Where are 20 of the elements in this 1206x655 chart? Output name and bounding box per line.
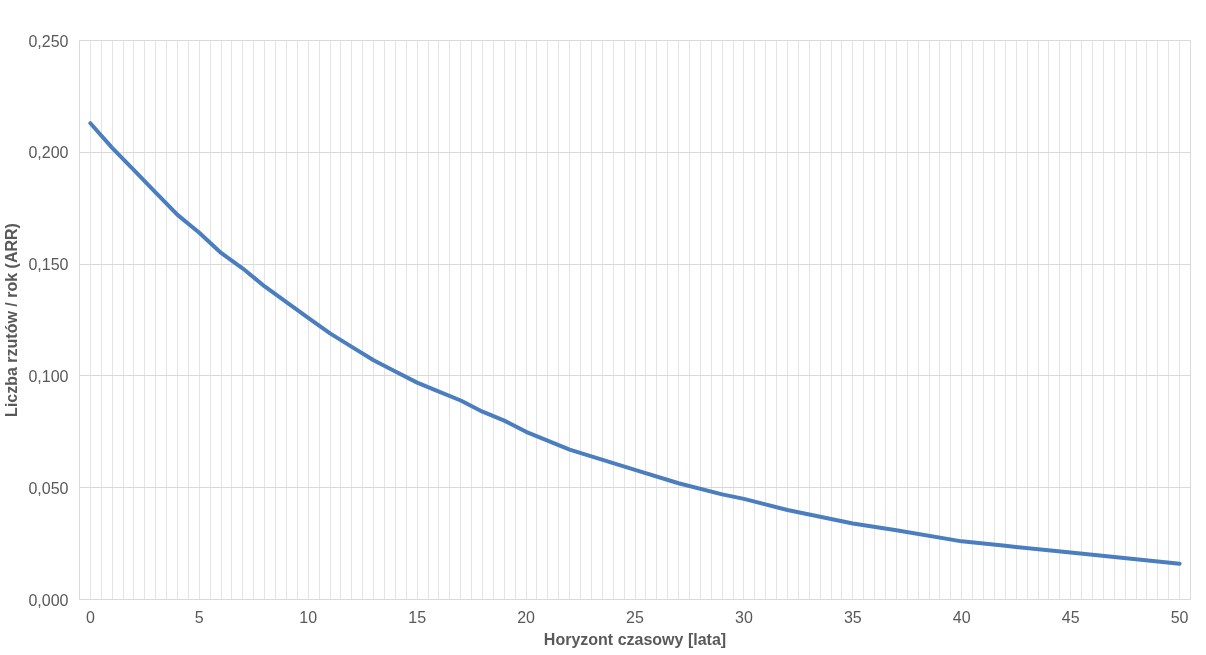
x-tick-label: 25 bbox=[626, 608, 644, 626]
x-tick-label: 5 bbox=[194, 608, 204, 626]
x-tick-label: 0 bbox=[85, 608, 95, 626]
y-tick-label: 0,200 bbox=[28, 144, 69, 162]
y-tick-label: 0,100 bbox=[28, 367, 69, 385]
y-tick-label: 0,150 bbox=[28, 256, 69, 274]
line-series bbox=[88, 121, 1182, 566]
x-tick-label: 15 bbox=[408, 608, 427, 626]
y-tick-label: 0,050 bbox=[28, 479, 69, 497]
x-tick-label: 35 bbox=[843, 608, 862, 626]
x-tick-label: 40 bbox=[952, 608, 971, 626]
y-tick-label: 0,250 bbox=[28, 32, 69, 50]
y-axis-title: Liczba rzutów / rok (ARR) bbox=[3, 223, 21, 417]
x-tick-label: 30 bbox=[735, 608, 753, 626]
x-tick-label: 50 bbox=[1170, 608, 1189, 626]
y-tick-label: 0,000 bbox=[28, 591, 69, 609]
x-tick-label: 45 bbox=[1061, 608, 1080, 626]
x-tick-label: 10 bbox=[299, 608, 318, 626]
x-axis-title: Horyzont czasowy [lata] bbox=[543, 630, 727, 648]
x-tick-label: 20 bbox=[517, 608, 536, 626]
